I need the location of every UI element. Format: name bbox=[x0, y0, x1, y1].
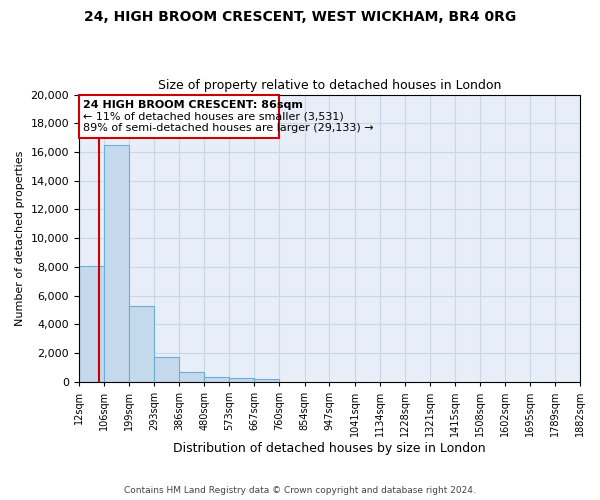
Bar bbox=[79, 266, 104, 382]
Y-axis label: Number of detached properties: Number of detached properties bbox=[15, 150, 25, 326]
Text: ← 11% of detached houses are smaller (3,531): ← 11% of detached houses are smaller (3,… bbox=[83, 111, 344, 121]
Bar bbox=[229, 378, 254, 382]
Bar bbox=[205, 377, 229, 382]
Bar bbox=[179, 372, 205, 382]
FancyBboxPatch shape bbox=[79, 94, 280, 138]
Title: Size of property relative to detached houses in London: Size of property relative to detached ho… bbox=[158, 79, 501, 92]
Bar bbox=[129, 306, 154, 382]
Text: 24 HIGH BROOM CRESCENT: 86sqm: 24 HIGH BROOM CRESCENT: 86sqm bbox=[83, 100, 303, 110]
Text: 24, HIGH BROOM CRESCENT, WEST WICKHAM, BR4 0RG: 24, HIGH BROOM CRESCENT, WEST WICKHAM, B… bbox=[84, 10, 516, 24]
Text: Contains HM Land Registry data © Crown copyright and database right 2024.: Contains HM Land Registry data © Crown c… bbox=[124, 486, 476, 495]
Bar bbox=[254, 379, 280, 382]
Bar bbox=[104, 145, 129, 382]
X-axis label: Distribution of detached houses by size in London: Distribution of detached houses by size … bbox=[173, 442, 486, 455]
Bar bbox=[154, 357, 179, 382]
Text: 89% of semi-detached houses are larger (29,133) →: 89% of semi-detached houses are larger (… bbox=[83, 123, 374, 133]
